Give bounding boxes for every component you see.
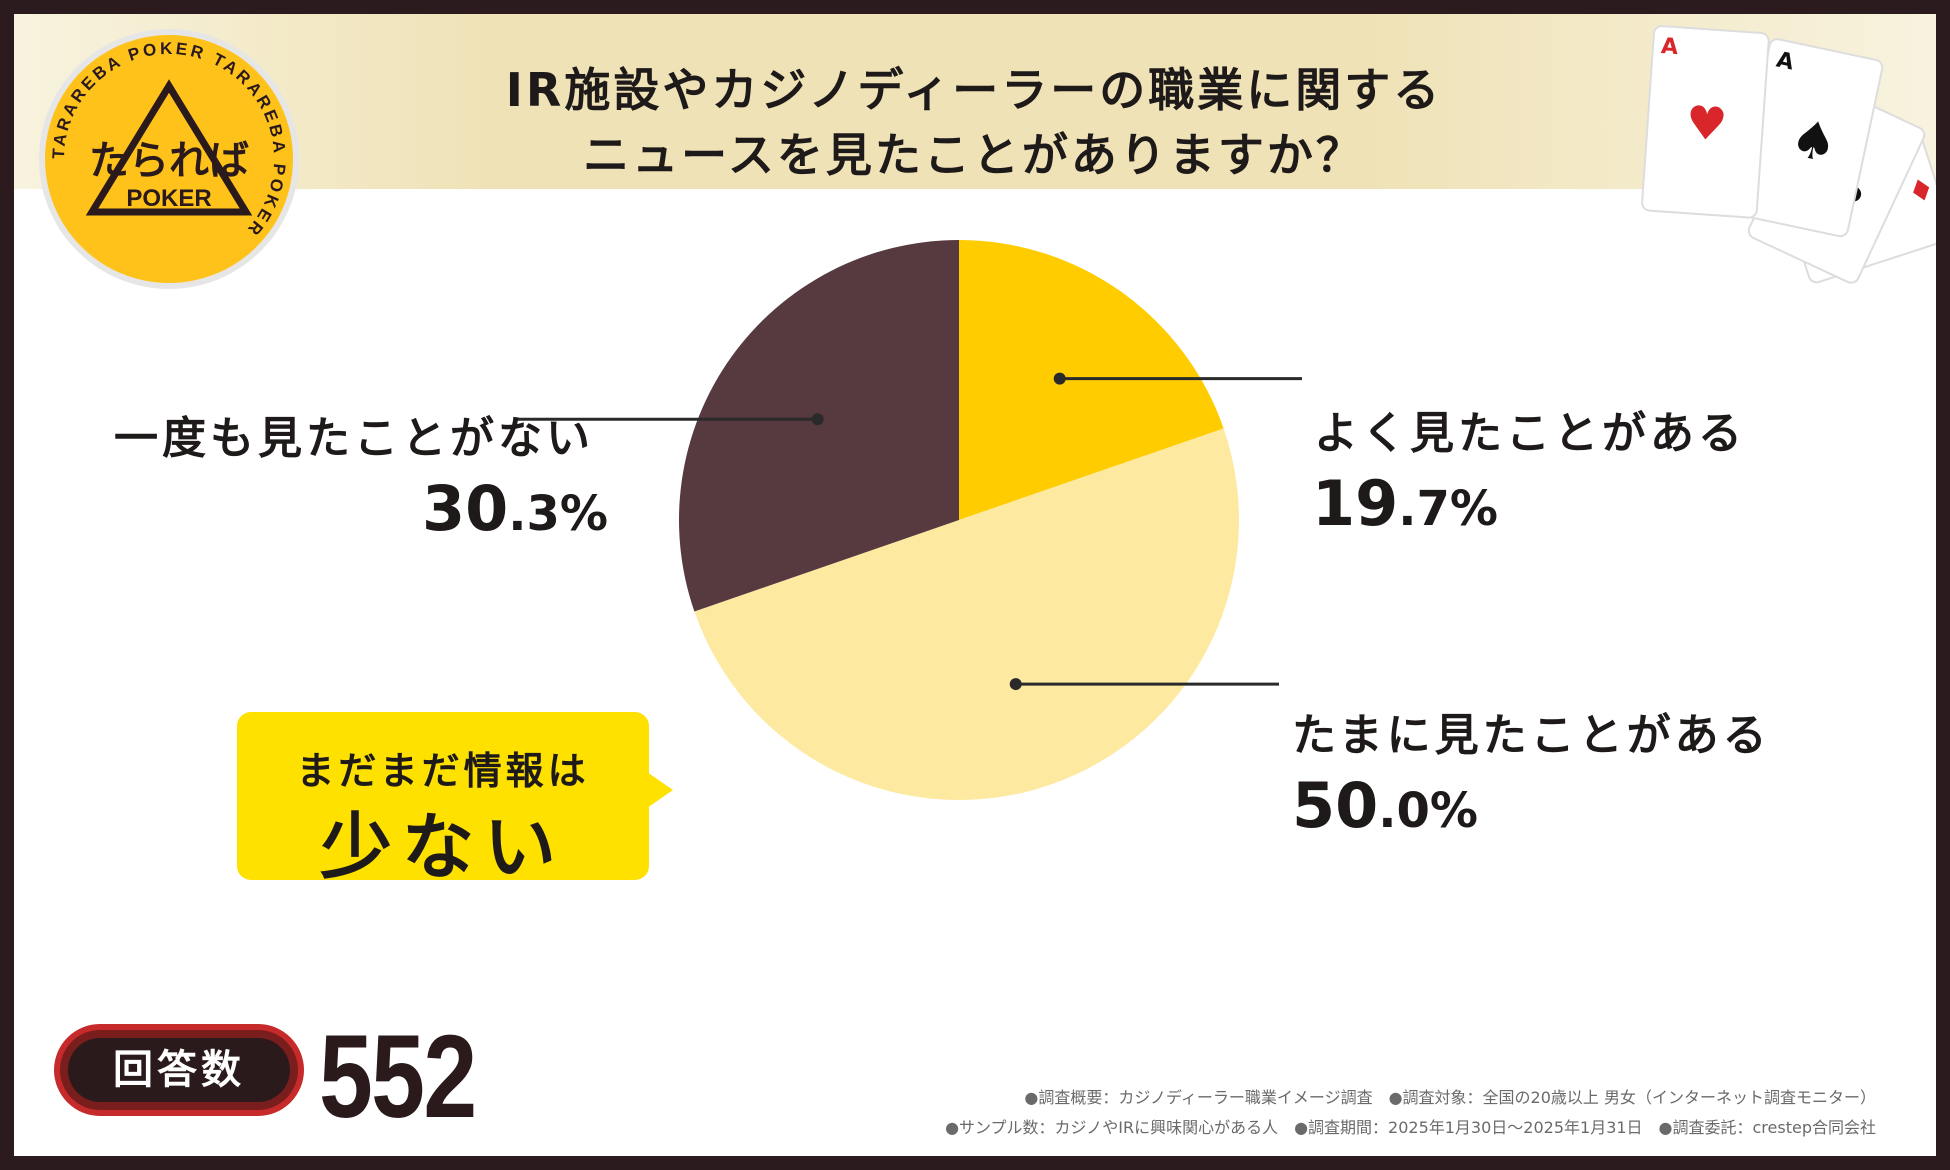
infographic-frame: IR施設やカジノディーラーの職業に関する ニュースを見たことがありますか？ TA… — [14, 14, 1936, 1156]
pct-sometimes-seen-int: 50 — [1292, 769, 1379, 842]
heart-icon: ♥ — [1684, 95, 1729, 152]
callout-line2: 少ない — [319, 805, 566, 889]
svg-text:A: A — [1660, 34, 1679, 60]
card-ace-spades: A ♠ — [1734, 38, 1884, 238]
label-often-seen: よく見たことがある — [1314, 408, 1746, 459]
playing-cards-decoration: ♦ A ♣ A ♠ A ♥ — [1641, 25, 1936, 284]
survey-note-line1: ●調査概要：カジノディーラー職業イメージ調査 ●調査対象：全国の20歳以上 男女… — [1024, 1088, 1876, 1107]
logo-triangle — [85, 79, 253, 216]
pct-never-seen-int: 30 — [422, 472, 509, 545]
pie-chart — [514, 240, 1302, 800]
pct-sometimes-seen: 50.0% — [1292, 769, 1478, 842]
pct-often-seen-int: 19 — [1312, 467, 1399, 540]
pie-slice-3 — [679, 240, 959, 612]
label-never-seen: 一度も見たことがない — [114, 413, 594, 464]
pct-sometimes-seen-dec: .0% — [1378, 783, 1479, 839]
leader-dot-3 — [811, 413, 824, 426]
logo-sub-text: POKER — [126, 185, 211, 212]
card-ace-hearts: A ♥ — [1641, 25, 1770, 219]
respondents-count: 552 — [319, 1011, 477, 1143]
callout-line1: まだまだ情報は — [296, 749, 590, 793]
leader-dot-2 — [1009, 678, 1022, 691]
pct-never-seen-dec: .3% — [508, 486, 609, 542]
respondents-label: 回答数 — [68, 1038, 290, 1102]
pct-never-seen: 30.3% — [422, 472, 608, 545]
leader-dot-1 — [1053, 372, 1066, 385]
pct-often-seen-dec: .7% — [1398, 481, 1499, 537]
page-title-line1: IR施設やカジノディーラーの職業に関する — [505, 63, 1443, 117]
callout-bubble: まだまだ情報は 少ない — [237, 712, 649, 889]
page-title-line2: ニュースを見たことがありますか？ — [583, 128, 1365, 182]
pie-slice-2 — [694, 428, 1239, 800]
label-sometimes-seen: たまに見たことがある — [1292, 710, 1771, 761]
logo-main-text: たられば — [89, 138, 249, 184]
tarareba-poker-logo: TARAREBA POKER TARAREBA POKER たられば POKER — [39, 29, 299, 289]
survey-note-line2: ●サンプル数：カジノやIRに興味関心がある人 ●調査期間：2025年1月30日～… — [945, 1118, 1876, 1137]
title-banner — [14, 14, 1936, 189]
respondents-badge: 回答数 — [54, 1024, 304, 1116]
pct-often-seen: 19.7% — [1312, 467, 1498, 540]
svg-text:A: A — [1774, 48, 1796, 76]
logo-disc — [45, 35, 293, 283]
callout-tail — [647, 772, 673, 808]
